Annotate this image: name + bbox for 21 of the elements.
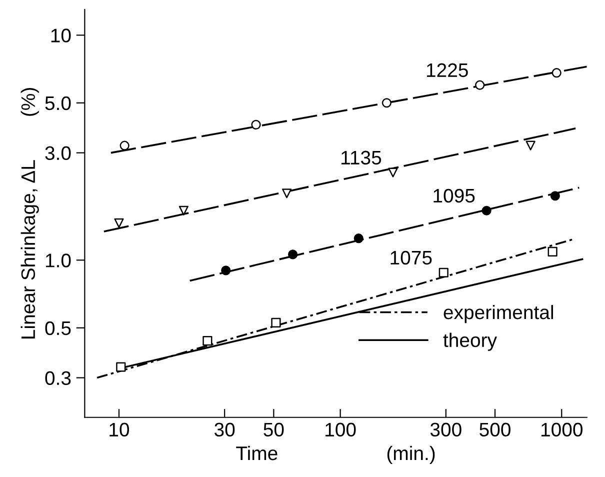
series-label: 1225 xyxy=(426,63,468,78)
y-axis-title: Linear Shrinkage, ΔL (%) xyxy=(20,88,39,338)
y-tick-label: 0.5 xyxy=(45,321,71,336)
x-axis-title: Time (min.) xyxy=(236,446,435,464)
series-label: 1075 xyxy=(390,250,432,265)
y-tick-label: 0.3 xyxy=(45,371,71,385)
series-label: 1135 xyxy=(342,150,382,165)
y-tick-label: 10 xyxy=(51,28,71,42)
x-tick-label: 30 xyxy=(214,422,235,437)
x-tick-label: 10 xyxy=(110,422,130,437)
legend-label: experimental xyxy=(444,304,553,324)
legend-label: theory xyxy=(443,332,497,351)
y-tick-label: 5.0 xyxy=(45,96,71,110)
x-tick-label: 50 xyxy=(264,422,284,437)
x-tick-label: 100 xyxy=(326,422,356,437)
x-tick-label: 300 xyxy=(430,422,462,437)
series-label: 1095 xyxy=(434,188,475,203)
y-tick-label: 1.0 xyxy=(46,254,71,268)
x-tick-label: 500 xyxy=(480,422,510,437)
y-tick-label: 3.0 xyxy=(45,146,71,160)
x-tick-label: 1000 xyxy=(541,422,582,437)
